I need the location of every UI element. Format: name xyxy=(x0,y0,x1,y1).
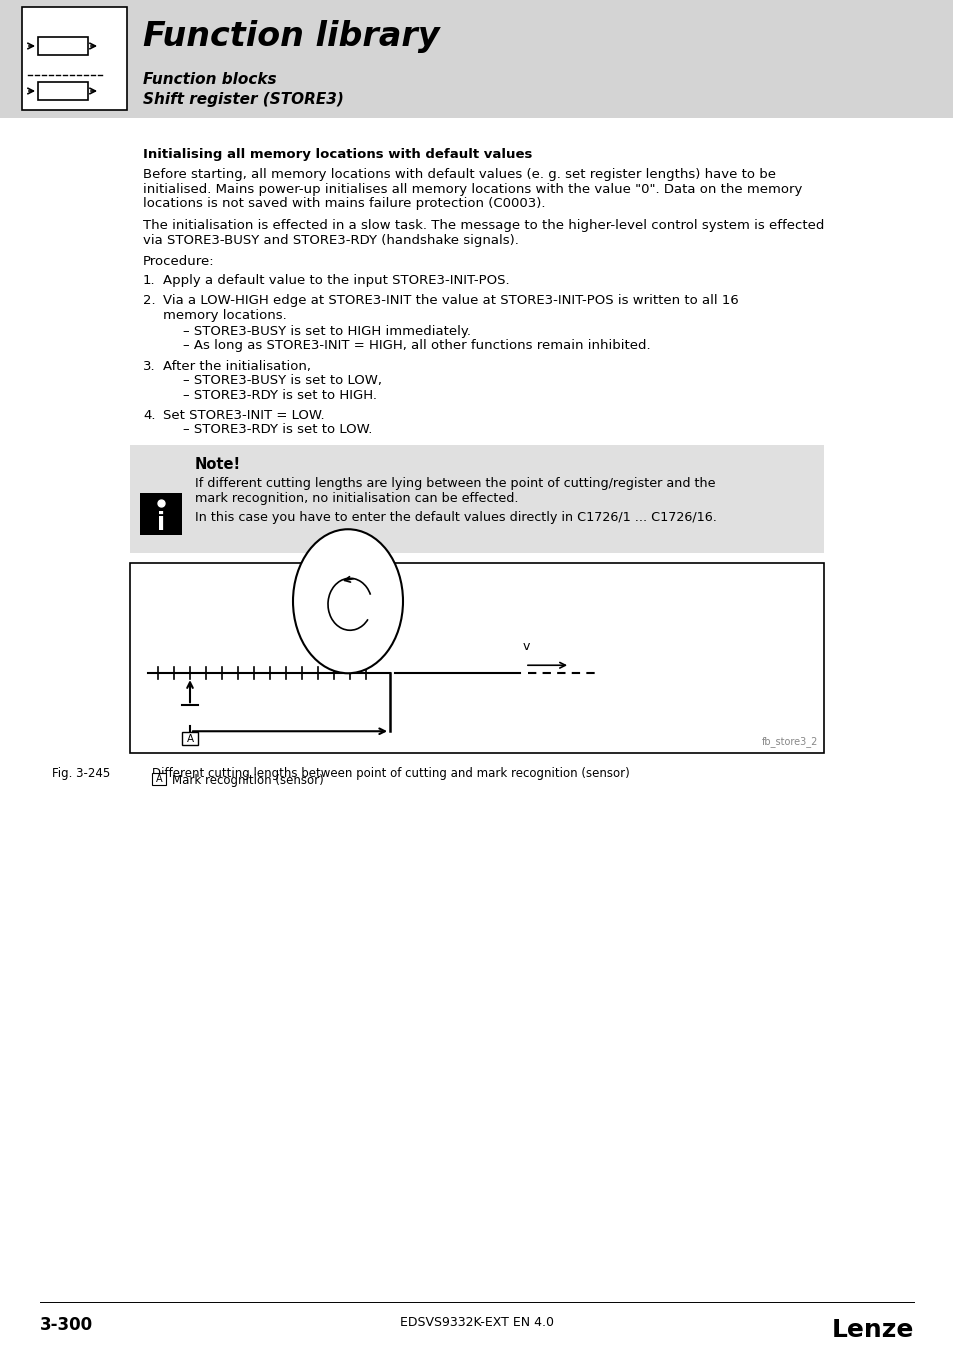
Text: Function blocks: Function blocks xyxy=(143,72,276,86)
Text: Lenze: Lenze xyxy=(831,1318,913,1342)
Bar xyxy=(22,7,127,109)
Text: memory locations.: memory locations. xyxy=(163,309,287,321)
Text: Via a LOW-HIGH edge at STORE3-INIT the value at STORE3-INIT-POS is written to al: Via a LOW-HIGH edge at STORE3-INIT the v… xyxy=(163,294,738,308)
Bar xyxy=(38,36,88,55)
Text: The initialisation is effected in a slow task. The message to the higher-level c: The initialisation is effected in a slow… xyxy=(143,219,823,232)
Text: A: A xyxy=(155,775,162,784)
Bar xyxy=(182,732,198,745)
Text: i: i xyxy=(157,512,165,535)
Ellipse shape xyxy=(293,529,402,674)
Text: Function library: Function library xyxy=(143,20,439,53)
Bar xyxy=(130,446,823,554)
Text: 2.: 2. xyxy=(143,294,155,308)
Text: via STORE3-BUSY and STORE3-RDY (handshake signals).: via STORE3-BUSY and STORE3-RDY (handshak… xyxy=(143,234,518,247)
Text: Procedure:: Procedure: xyxy=(143,255,214,269)
Text: In this case you have to enter the default values directly in C1726/1 ... C1726/: In this case you have to enter the defau… xyxy=(194,512,716,524)
Text: A: A xyxy=(186,734,193,744)
Text: Apply a default value to the input STORE3-INIT-POS.: Apply a default value to the input STORE… xyxy=(163,274,509,288)
Text: Before starting, all memory locations with default values (e. g. set register le: Before starting, all memory locations wi… xyxy=(143,169,775,181)
Text: – STORE3-RDY is set to LOW.: – STORE3-RDY is set to LOW. xyxy=(183,424,372,436)
Text: If different cutting lengths are lying between the point of cutting/register and: If different cutting lengths are lying b… xyxy=(194,478,715,490)
Text: 3-300: 3-300 xyxy=(40,1316,93,1334)
Text: 4.: 4. xyxy=(143,409,155,423)
Text: Fig. 3-245: Fig. 3-245 xyxy=(52,767,111,780)
Text: Note!: Note! xyxy=(194,458,241,472)
Text: – As long as STORE3-INIT = HIGH, all other functions remain inhibited.: – As long as STORE3-INIT = HIGH, all oth… xyxy=(183,339,650,352)
Text: 1.: 1. xyxy=(143,274,155,288)
Text: initialised. Mains power-up initialises all memory locations with the value "0".: initialised. Mains power-up initialises … xyxy=(143,182,801,196)
Text: After the initialisation,: After the initialisation, xyxy=(163,359,311,373)
Text: – STORE3-RDY is set to HIGH.: – STORE3-RDY is set to HIGH. xyxy=(183,389,376,402)
Text: mark recognition, no initialisation can be effected.: mark recognition, no initialisation can … xyxy=(194,491,518,505)
Text: Initialising all memory locations with default values: Initialising all memory locations with d… xyxy=(143,148,532,161)
Bar xyxy=(140,493,182,535)
Text: 3.: 3. xyxy=(143,359,155,373)
Text: v: v xyxy=(522,640,530,653)
Text: locations is not saved with mains failure protection (C0003).: locations is not saved with mains failur… xyxy=(143,197,545,211)
Text: – STORE3-BUSY is set to LOW,: – STORE3-BUSY is set to LOW, xyxy=(183,374,381,387)
Bar xyxy=(152,774,166,786)
Bar xyxy=(0,0,953,117)
Text: fb_store3_2: fb_store3_2 xyxy=(760,736,817,748)
Bar xyxy=(130,563,823,753)
Text: EDSVS9332K-EXT EN 4.0: EDSVS9332K-EXT EN 4.0 xyxy=(399,1316,554,1328)
Text: – STORE3-BUSY is set to HIGH immediately.: – STORE3-BUSY is set to HIGH immediately… xyxy=(183,325,471,338)
Text: Shift register (STORE3): Shift register (STORE3) xyxy=(143,92,343,107)
Bar xyxy=(38,82,88,100)
Text: Different cutting lengths between point of cutting and mark recognition (sensor): Different cutting lengths between point … xyxy=(152,767,629,780)
Text: Set STORE3-INIT = LOW.: Set STORE3-INIT = LOW. xyxy=(163,409,324,423)
Text: Mark recognition (sensor): Mark recognition (sensor) xyxy=(172,775,323,787)
